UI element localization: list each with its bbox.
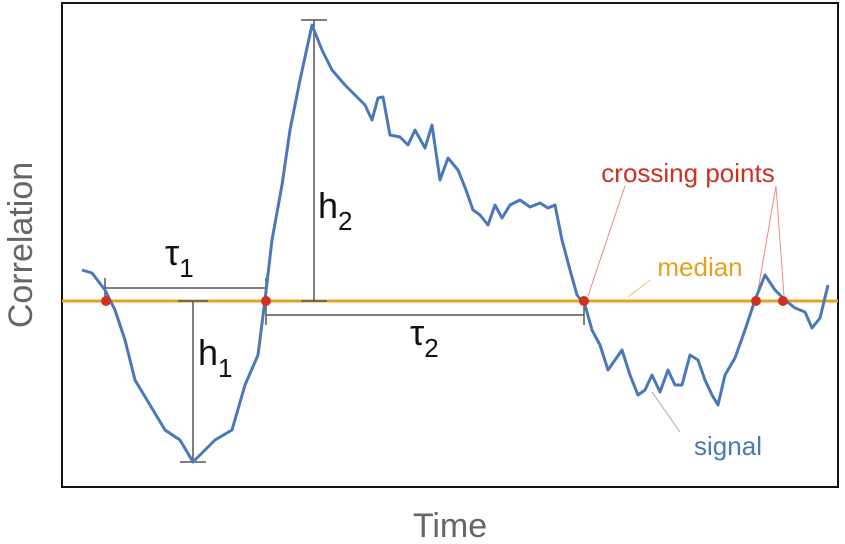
median-label: median xyxy=(657,252,742,282)
h1-label: h1 xyxy=(198,332,233,383)
signal-label: signal xyxy=(694,431,762,461)
signal-line xyxy=(81,23,830,464)
tau1-label: τ1 xyxy=(165,232,194,283)
x-axis-label: Time xyxy=(413,507,487,544)
plot-frame xyxy=(61,2,839,488)
pointer-lines xyxy=(587,185,785,433)
crossing-points xyxy=(101,296,788,306)
y-axis-label: Correlation xyxy=(2,162,40,328)
crossing-points-label: crossing points xyxy=(601,158,774,188)
h2-label: h2 xyxy=(318,185,353,236)
tau2-label: τ2 xyxy=(410,312,439,363)
